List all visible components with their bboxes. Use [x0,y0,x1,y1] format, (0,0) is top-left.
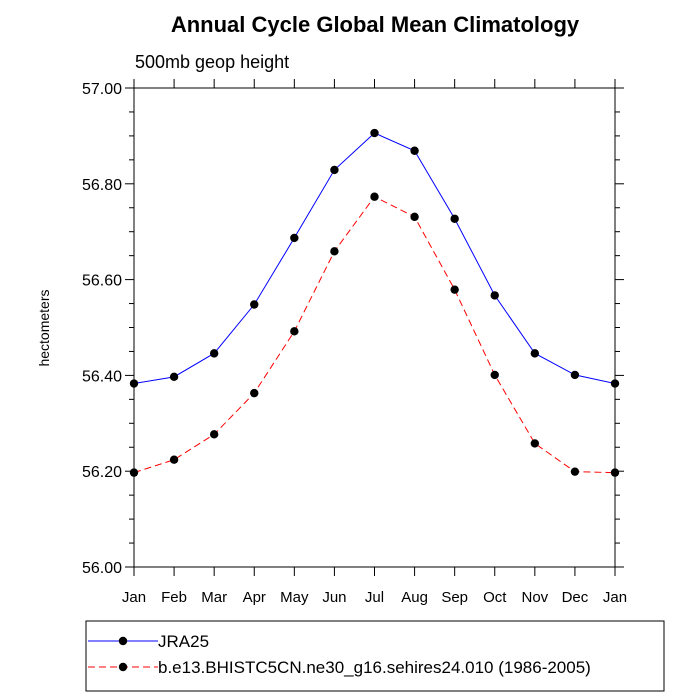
series-2-point [610,468,620,477]
x-tick-label: Aug [401,589,428,606]
series-2-point [209,430,219,439]
x-tick-label: Nov [521,589,548,606]
x-tick-label: Feb [161,589,187,606]
chart-subtitle: 500mb geop height [135,52,289,72]
legend-label-1: JRA25 [158,632,209,651]
series-1-point [129,379,139,388]
legend-box [85,620,665,692]
y-axis-label: hectometers [36,289,52,366]
legend-marker-2 [118,662,128,672]
x-tick-label: Mar [201,589,227,606]
series-2-point [530,439,540,448]
y-tick-label: 56.80 [82,177,122,194]
y-tick-label: 56.20 [82,464,122,481]
legend-marker-1 [118,636,128,646]
y-tick-labels: 56.00 56.20 56.40 56.60 56.80 57.00 [82,81,122,577]
x-tick-labels: Jan Feb Mar Apr May Jun Jul Aug Sep Oct Nov Dec Jan [122,589,627,606]
series-1-point [610,379,620,388]
series-1-point [570,370,580,380]
series-2-point [330,247,339,256]
series-line-2 [133,196,616,474]
series-1-point [250,300,259,309]
plot-frame [133,87,616,568]
y-tick-label: 56.00 [82,560,122,577]
series-line-1 [133,132,616,385]
x-tick-label: Jan [122,589,146,606]
x-tick-label: Dec [562,589,589,606]
series-2-point [370,192,379,201]
x-tick-label: Jun [322,589,346,606]
series-2-point [129,468,139,477]
series-2-point [169,455,179,464]
series-1-point [530,349,540,358]
series-2-point [250,388,259,398]
x-tick-label: Oct [483,589,507,606]
series-1-point [370,128,379,138]
x-tick-label: May [280,589,309,606]
y-tick-label: 56.60 [82,273,122,290]
series-2-point [290,327,299,336]
axis-ticks [125,79,624,576]
series-1-point [209,349,219,358]
x-tick-label: Apr [243,589,266,606]
x-tick-label: Jul [365,589,384,606]
series-1-point [450,214,459,223]
series-2-point [570,467,580,476]
legend: JRA25 b.e13.BHISTC5CN.ne30_g16.sehires24.… [88,632,591,677]
series-1-point [290,233,299,243]
series-1-point [410,146,419,155]
y-tick-label: 57.00 [82,81,122,98]
series-2-point [450,285,459,294]
y-tick-label: 56.40 [82,368,122,385]
x-tick-label: Sep [441,589,468,606]
chart-title: Annual Cycle Global Mean Climatology [171,12,580,37]
series-1-point [169,372,179,382]
series-2-point [490,370,499,380]
series-1-point [490,291,499,300]
series-layer [129,128,620,477]
legend-label-2: b.e13.BHISTC5CN.ne30_g16.sehires24.010 (… [158,658,591,677]
x-tick-label: Jan [603,589,627,606]
series-2-point [410,212,419,222]
series-1-point [330,165,339,175]
